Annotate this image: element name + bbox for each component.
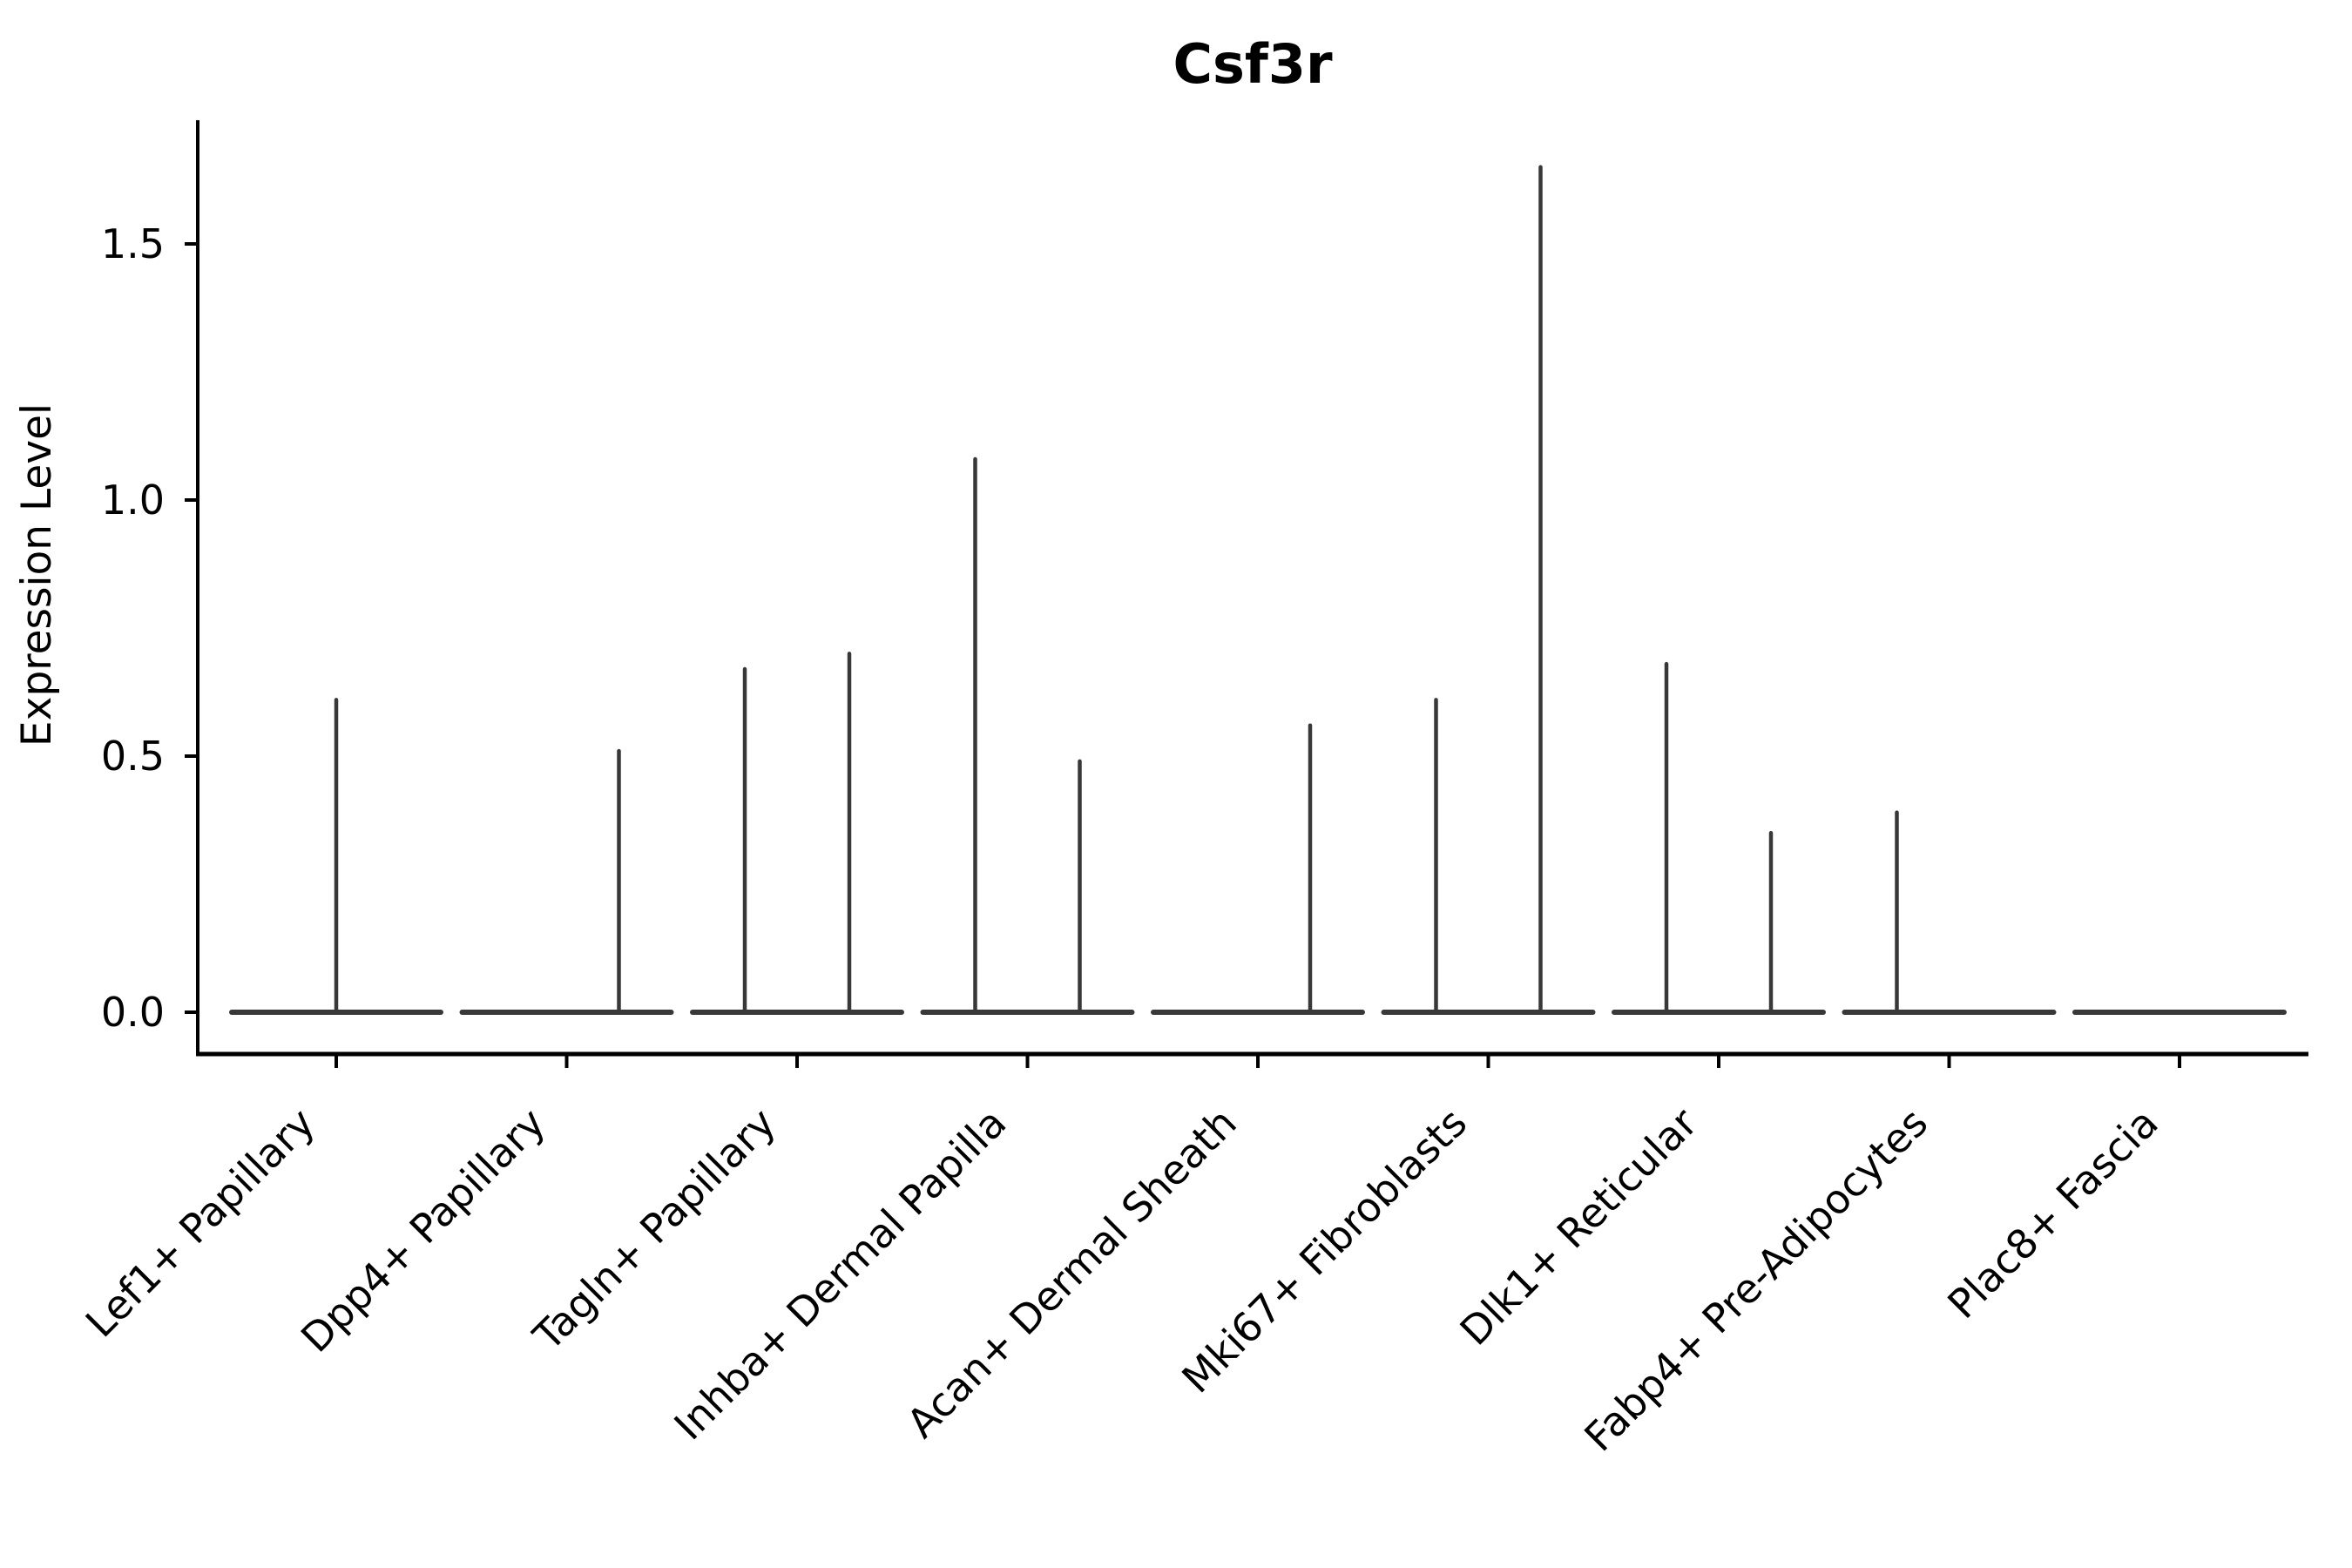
x-tick-label: Tagln+ Papillary xyxy=(524,1099,785,1361)
y-tick-label: 0.5 xyxy=(101,733,165,780)
violin-6 xyxy=(1381,165,1596,1015)
y-tick-label: 0.0 xyxy=(101,989,165,1036)
violin-7 xyxy=(1612,661,1826,1015)
violin-4 xyxy=(920,456,1135,1015)
violin-1 xyxy=(229,698,443,1015)
x-tick-label: Dpp4+ Papillary xyxy=(292,1099,554,1362)
y-tick-label: 1.5 xyxy=(101,220,165,267)
violin-5 xyxy=(1151,723,1365,1015)
violin-3 xyxy=(690,652,904,1015)
x-tick-label: Lef1+ Papillary xyxy=(77,1099,324,1347)
chart-title: Csf3r xyxy=(1173,32,1333,96)
violin-layer xyxy=(229,165,2287,1015)
y-axis-label: Expression Level xyxy=(13,403,61,747)
x-tick-label: Dlk1+ Reticular xyxy=(1451,1099,1707,1355)
y-tick-label: 1.0 xyxy=(101,476,165,524)
x-tick-label: Plac8+ Fascia xyxy=(1938,1099,2166,1328)
violin-2 xyxy=(459,748,674,1015)
violin-8 xyxy=(1842,810,2057,1015)
